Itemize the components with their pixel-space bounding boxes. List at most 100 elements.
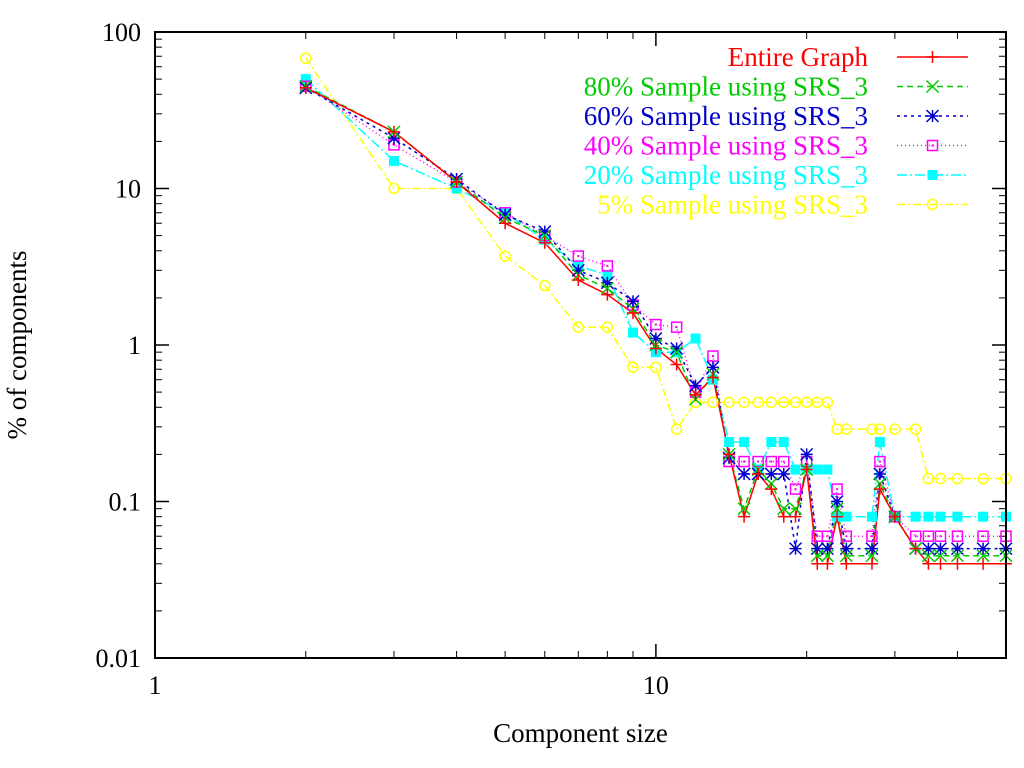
- data-point: [752, 396, 764, 409]
- data-point: [670, 321, 683, 333]
- data-point: [873, 483, 886, 496]
- data-point: [977, 557, 990, 570]
- data-point: [737, 502, 751, 516]
- data-point: [388, 155, 399, 166]
- data-point: [689, 388, 702, 401]
- data-point: [299, 81, 312, 94]
- data-point: [982, 535, 985, 538]
- data-point: [765, 396, 778, 409]
- x-axis-label: Component size: [493, 718, 668, 748]
- data-point: [752, 467, 765, 480]
- data-point: [789, 396, 802, 409]
- data-point: [670, 341, 684, 356]
- data-point: [909, 542, 922, 555]
- data-point: [778, 396, 790, 409]
- data-point: [627, 361, 639, 374]
- data-point: [831, 510, 844, 523]
- data-point: [602, 270, 613, 281]
- series-markers: [299, 52, 1013, 570]
- data-point: [820, 542, 834, 556]
- data-point: [601, 260, 614, 272]
- data-point: [831, 483, 843, 495]
- y-tick-label: 1: [128, 331, 141, 360]
- data-point: [934, 472, 947, 485]
- data-point: [690, 333, 701, 344]
- data-point: [820, 549, 834, 563]
- data-point: [889, 423, 901, 435]
- data-point: [388, 182, 400, 195]
- x-tick-label: 1: [149, 671, 162, 700]
- data-point: [707, 350, 719, 362]
- data-point: [538, 236, 551, 249]
- data-point: [977, 472, 989, 485]
- data-point: [888, 510, 901, 523]
- data-point: [878, 460, 881, 463]
- data-point: [670, 358, 683, 371]
- data-point: [670, 423, 683, 435]
- data-point: [724, 436, 735, 447]
- data-point: [707, 396, 719, 409]
- data-point: [498, 208, 512, 222]
- data-point: [778, 436, 789, 447]
- data-point: [752, 455, 764, 468]
- data-point: [539, 279, 551, 292]
- data-point: [909, 530, 922, 542]
- data-point: [738, 396, 750, 409]
- data-point: [873, 467, 887, 481]
- data-point: [778, 455, 790, 468]
- data-point: [925, 79, 940, 94]
- data-point: [874, 423, 886, 435]
- series-line: [305, 87, 1006, 550]
- data-point: [866, 423, 878, 435]
- data-point: [826, 535, 829, 538]
- data-point: [499, 217, 512, 230]
- data-point: [926, 139, 939, 152]
- data-point: [933, 549, 948, 563]
- data-point: [800, 447, 814, 461]
- data-point: [387, 125, 400, 138]
- data-point: [939, 535, 942, 538]
- x-tick-labels: 1 10: [149, 671, 669, 700]
- data-point: [738, 455, 750, 468]
- legend-label: 40% Sample using SRS_3: [584, 131, 868, 161]
- data-point: [626, 307, 639, 320]
- data-point: [840, 557, 853, 570]
- data-point: [626, 294, 640, 308]
- data-point: [934, 530, 947, 542]
- data-point: [921, 549, 935, 563]
- data-point: [790, 464, 801, 475]
- data-point: [956, 535, 959, 538]
- data-point: [757, 460, 760, 463]
- data-point: [952, 511, 963, 522]
- data-point: [830, 502, 844, 516]
- data-point: [978, 511, 989, 522]
- data-point: [392, 143, 395, 146]
- data-point: [572, 321, 585, 333]
- y-tick-labels: 0.01 0.1 1 10 100: [96, 18, 142, 673]
- data-point: [866, 530, 878, 542]
- data-point: [800, 463, 813, 476]
- data-point: [737, 467, 751, 481]
- y-tick-label: 0.01: [96, 644, 142, 673]
- data-point: [922, 472, 935, 485]
- x-tick-label: 10: [643, 671, 669, 700]
- data-point: [765, 455, 778, 468]
- data-point: [866, 511, 877, 522]
- legend-label: 60% Sample using SRS_3: [584, 101, 868, 131]
- data-point: [951, 530, 964, 542]
- data-point: [689, 379, 703, 393]
- data-point: [977, 530, 989, 542]
- data-point: [723, 396, 735, 409]
- data-point: [927, 535, 930, 538]
- data-point: [723, 448, 736, 461]
- data-point: [789, 510, 802, 523]
- data-point: [926, 51, 939, 63]
- data-point: [450, 176, 463, 189]
- data-point: [845, 535, 848, 538]
- data-point: [600, 276, 614, 290]
- data-point: [935, 511, 946, 522]
- data-point: [606, 264, 609, 267]
- data-point: [706, 360, 720, 374]
- data-point: [976, 549, 990, 563]
